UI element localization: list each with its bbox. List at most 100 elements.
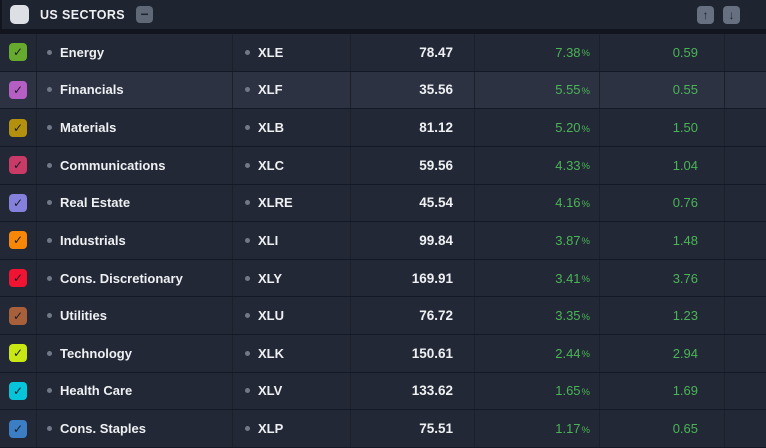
change-cell: 3.76 — [599, 259, 724, 297]
empty-cell — [724, 372, 766, 410]
price-cell: 76.72 — [350, 297, 474, 334]
row-checkbox[interactable]: ✓ — [9, 419, 27, 438]
checkbox-cell: ✓ — [0, 109, 36, 146]
sector-cell: Cons. Discretionary — [36, 259, 232, 297]
table-row[interactable]: ✓ Cons. Staples XLP 75.51 1.17 % 0.65 — [0, 410, 766, 448]
change-percent-cell: 4.16 % — [474, 184, 599, 222]
collapse-button[interactable]: − — [136, 5, 154, 23]
checkbox-cell: ✓ — [0, 335, 36, 372]
change-cell: 2.94 — [599, 335, 724, 372]
change-percent: 4.16 — [555, 195, 581, 211]
row-checkbox[interactable]: ✓ — [9, 344, 27, 363]
change-percent: 5.55 — [555, 82, 581, 98]
last-price: 78.47 — [419, 44, 453, 60]
table-row[interactable]: ✓ Cons. Discretionary XLY 169.91 3.41 % … — [0, 259, 766, 298]
sector-cell: Utilities — [36, 297, 232, 334]
change-percent: 2.44 — [555, 345, 581, 361]
bullet-icon — [245, 200, 250, 206]
ticker-symbol: XLI — [258, 232, 279, 248]
last-price: 169.91 — [411, 270, 453, 286]
table-row[interactable]: ✓ Communications XLC 59.56 4.33 % 1.04 — [0, 146, 766, 185]
scroll-down-button[interactable]: ↓ — [723, 5, 740, 24]
change-value: 2.94 — [672, 345, 698, 361]
sector-cell: Financials — [36, 71, 232, 109]
change-percent-cell: 3.87 % — [474, 222, 599, 259]
change-value: 1.04 — [672, 157, 698, 173]
row-checkbox[interactable]: ✓ — [9, 118, 27, 137]
empty-cell — [724, 34, 766, 71]
change-cell: 0.65 — [599, 410, 724, 447]
sector-name: Energy — [60, 44, 105, 60]
last-price: 35.56 — [419, 82, 453, 98]
empty-cell — [724, 222, 766, 259]
checkbox-cell: ✓ — [0, 260, 36, 297]
ticker-cell: XLE — [232, 34, 350, 71]
arrow-down-icon: ↓ — [728, 7, 735, 22]
sectors-table: ✓ Energy XLE 78.47 7.38 % 0.59 — [0, 34, 766, 448]
checkbox-cell: ✓ — [0, 297, 36, 334]
percent-sign: % — [581, 161, 590, 173]
widget-header: US SECTORS − ↑ ↓ — [0, 0, 766, 29]
ticker-cell: XLV — [232, 372, 350, 410]
bullet-icon — [47, 426, 52, 432]
row-checkbox[interactable]: ✓ — [9, 193, 27, 212]
change-percent: 5.20 — [555, 120, 581, 136]
minus-icon: − — [140, 5, 149, 22]
table-row[interactable]: ✓ Financials XLF 35.56 5.55 % 0.55 — [0, 71, 766, 110]
arrow-up-icon: ↑ — [702, 7, 709, 22]
last-price: 81.12 — [419, 120, 453, 136]
percent-sign: % — [581, 386, 590, 398]
table-row[interactable]: ✓ Utilities XLU 76.72 3.35 % 1.23 — [0, 297, 766, 335]
bullet-icon — [47, 388, 52, 394]
table-row[interactable]: ✓ Real Estate XLRE 45.54 4.16 % 0.76 — [0, 184, 766, 223]
scroll-up-button[interactable]: ↑ — [697, 5, 714, 24]
percent-sign: % — [581, 311, 590, 323]
table-row[interactable]: ✓ Industrials XLI 99.84 3.87 % 1.48 — [0, 222, 766, 260]
table-row[interactable]: ✓ Materials XLB 81.12 5.20 % 1.50 — [0, 109, 766, 147]
row-checkbox[interactable]: ✓ — [9, 156, 27, 175]
bullet-icon — [245, 237, 250, 243]
change-cell: 1.50 — [599, 109, 724, 146]
change-percent: 4.33 — [555, 157, 581, 173]
row-checkbox[interactable]: ✓ — [9, 269, 27, 288]
widget-title: US SECTORS — [40, 7, 126, 22]
ticker-cell: XLI — [232, 222, 350, 259]
ticker-cell: XLP — [232, 410, 350, 447]
row-checkbox[interactable]: ✓ — [9, 231, 27, 250]
row-checkbox[interactable]: ✓ — [9, 80, 27, 99]
percent-sign: % — [581, 85, 590, 97]
row-checkbox[interactable]: ✓ — [9, 43, 27, 62]
checkbox-cell: ✓ — [0, 185, 36, 222]
change-value: 1.50 — [672, 120, 698, 136]
change-cell: 0.55 — [599, 71, 724, 109]
change-value: 0.59 — [672, 44, 698, 60]
bullet-icon — [47, 275, 52, 281]
row-checkbox[interactable]: ✓ — [9, 306, 27, 325]
select-all-checkbox[interactable] — [10, 5, 29, 24]
sector-cell: Real Estate — [36, 184, 232, 222]
table-row[interactable]: ✓ Energy XLE 78.47 7.38 % 0.59 — [0, 34, 766, 72]
change-percent-cell: 7.38 % — [474, 34, 599, 71]
last-price: 76.72 — [419, 308, 453, 324]
ticker-symbol: XLB — [258, 120, 284, 136]
change-cell: 0.76 — [599, 184, 724, 222]
table-row[interactable]: ✓ Health Care XLV 133.62 1.65 % 1.69 — [0, 372, 766, 411]
sector-name: Cons. Staples — [60, 421, 146, 437]
ticker-symbol: XLE — [258, 44, 284, 60]
empty-cell — [724, 184, 766, 222]
checkbox-cell: ✓ — [0, 147, 36, 184]
bullet-icon — [245, 87, 250, 93]
row-checkbox[interactable]: ✓ — [9, 381, 27, 400]
bullet-icon — [47, 87, 52, 93]
sector-name: Health Care — [60, 383, 133, 399]
last-price: 133.62 — [411, 383, 453, 399]
percent-sign: % — [581, 48, 590, 60]
ticker-cell: XLC — [232, 146, 350, 184]
price-cell: 78.47 — [350, 34, 474, 71]
change-percent-cell: 3.35 % — [474, 297, 599, 334]
scroll-buttons: ↑ ↓ — [697, 5, 740, 24]
table-row[interactable]: ✓ Technology XLK 150.61 2.44 % 2.94 — [0, 335, 766, 373]
sector-cell: Energy — [36, 34, 232, 71]
price-cell: 150.61 — [350, 335, 474, 372]
